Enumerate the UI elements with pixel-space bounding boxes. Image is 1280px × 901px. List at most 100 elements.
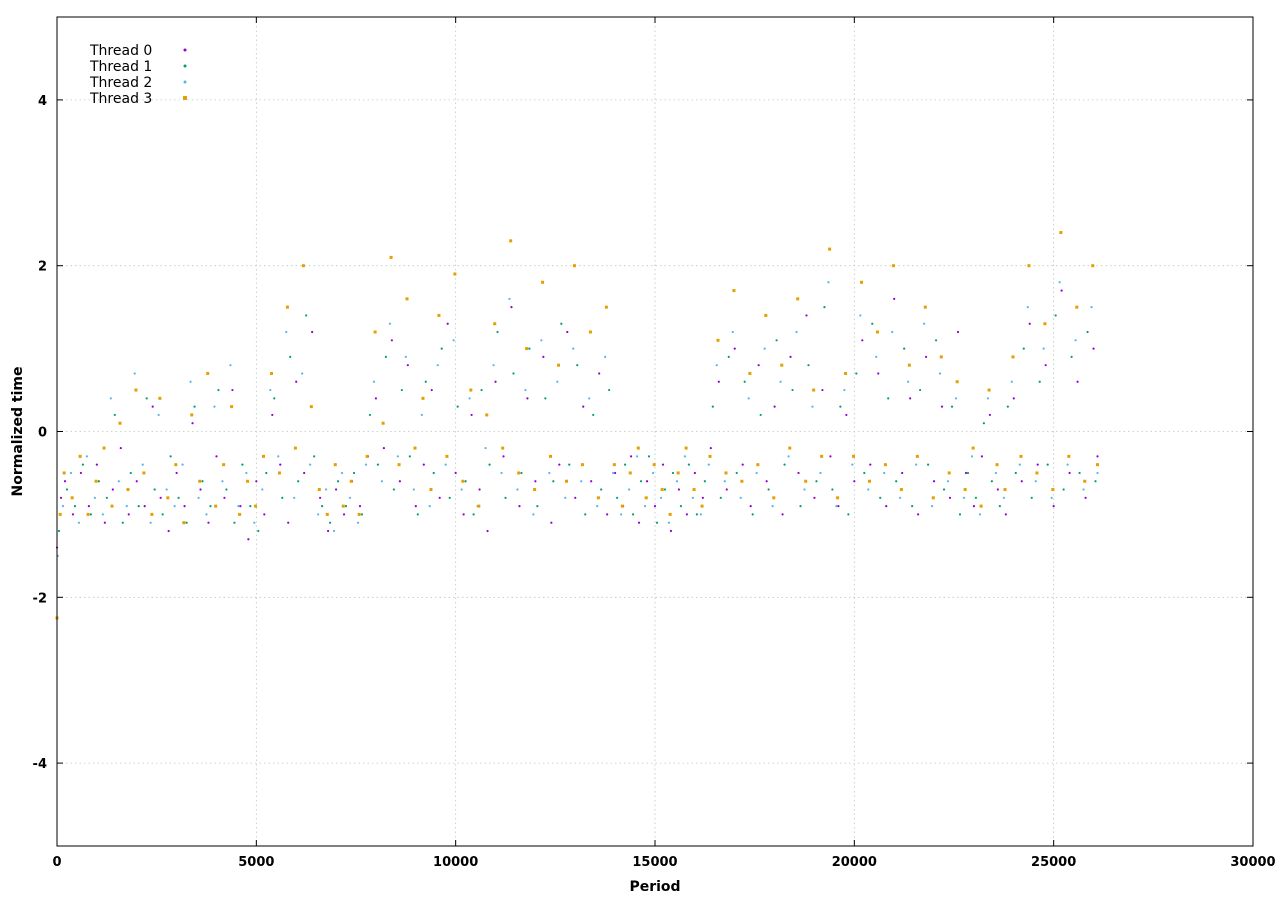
- data-point: [65, 488, 69, 491]
- data-point: [305, 314, 308, 317]
- data-point: [332, 529, 336, 533]
- data-point: [556, 380, 559, 383]
- data-point: [525, 347, 529, 351]
- data-point: [190, 413, 194, 417]
- data-point: [592, 413, 595, 417]
- data-point: [544, 397, 547, 400]
- data-point: [201, 480, 204, 483]
- data-point: [645, 480, 649, 483]
- data-point: [644, 496, 648, 500]
- data-point: [875, 355, 878, 358]
- data-point: [477, 504, 481, 508]
- data-point: [653, 505, 657, 508]
- data-point: [859, 314, 862, 317]
- data-point: [655, 521, 659, 524]
- data-point: [94, 479, 98, 483]
- data-point: [336, 480, 340, 483]
- data-point: [133, 372, 136, 375]
- data-point: [238, 512, 242, 516]
- data-point: [1012, 397, 1015, 400]
- data-point: [1004, 513, 1007, 516]
- data-point: [161, 513, 164, 516]
- data-point: [1060, 289, 1063, 292]
- data-point: [844, 371, 848, 375]
- data-point: [405, 297, 409, 301]
- data-point: [444, 463, 447, 466]
- data-point: [1014, 471, 1017, 475]
- data-point: [732, 289, 736, 293]
- data-point: [485, 413, 489, 417]
- data-point: [885, 505, 888, 508]
- data-point: [879, 496, 882, 499]
- data-point: [504, 496, 507, 499]
- data-point: [836, 496, 840, 500]
- series-0: [55, 289, 1099, 549]
- data-point: [867, 488, 870, 491]
- data-point: [1076, 380, 1079, 383]
- data-point: [448, 496, 451, 499]
- data-point: [614, 471, 617, 475]
- data-point: [469, 388, 473, 392]
- data-point: [1018, 463, 1021, 466]
- data-point: [500, 471, 503, 475]
- data-point: [651, 471, 655, 475]
- data-point: [1034, 480, 1037, 483]
- data-point: [69, 471, 73, 475]
- data-point: [516, 488, 519, 491]
- data-point: [717, 380, 720, 383]
- data-point: [526, 397, 529, 400]
- data-point: [225, 488, 228, 491]
- data-point: [767, 488, 770, 491]
- data-point: [541, 280, 545, 284]
- data-point: [871, 322, 874, 325]
- data-point: [629, 455, 633, 458]
- data-point: [765, 480, 768, 483]
- data-point: [600, 488, 603, 491]
- x-tick-label: 15000: [632, 855, 677, 870]
- data-point: [478, 488, 481, 491]
- data-point: [502, 455, 505, 458]
- data-point: [584, 513, 587, 516]
- data-point: [125, 505, 128, 508]
- data-point: [1059, 231, 1063, 235]
- data-point: [456, 405, 459, 408]
- data-point: [111, 488, 114, 491]
- data-point: [488, 463, 491, 466]
- data-point: [78, 454, 82, 458]
- data-point: [820, 454, 824, 458]
- data-point: [667, 521, 671, 524]
- data-point: [903, 347, 906, 350]
- data-point: [893, 297, 896, 300]
- data-point: [63, 480, 67, 483]
- data-point: [406, 364, 409, 367]
- data-point: [501, 446, 505, 450]
- data-point: [620, 513, 623, 516]
- data-point: [374, 397, 378, 400]
- data-point: [349, 479, 353, 483]
- data-point: [493, 322, 497, 326]
- data-point: [262, 454, 266, 458]
- data-point: [741, 463, 744, 466]
- data-point: [995, 463, 999, 467]
- data-point: [700, 504, 704, 508]
- data-point: [869, 463, 872, 466]
- data-point: [907, 363, 911, 367]
- data-point: [436, 364, 439, 367]
- data-point: [341, 504, 345, 508]
- data-point: [86, 512, 90, 516]
- data-point: [183, 505, 186, 508]
- data-point: [344, 505, 348, 508]
- data-point: [189, 380, 192, 383]
- data-point: [333, 463, 337, 467]
- data-point: [223, 496, 226, 499]
- data-point: [1058, 281, 1061, 284]
- data-point: [787, 455, 790, 458]
- data-point: [390, 339, 393, 342]
- data-point: [883, 471, 886, 475]
- data-point: [604, 305, 608, 309]
- data-point: [861, 339, 864, 342]
- data-point: [1028, 322, 1031, 325]
- data-point: [731, 330, 734, 334]
- data-point: [643, 505, 647, 508]
